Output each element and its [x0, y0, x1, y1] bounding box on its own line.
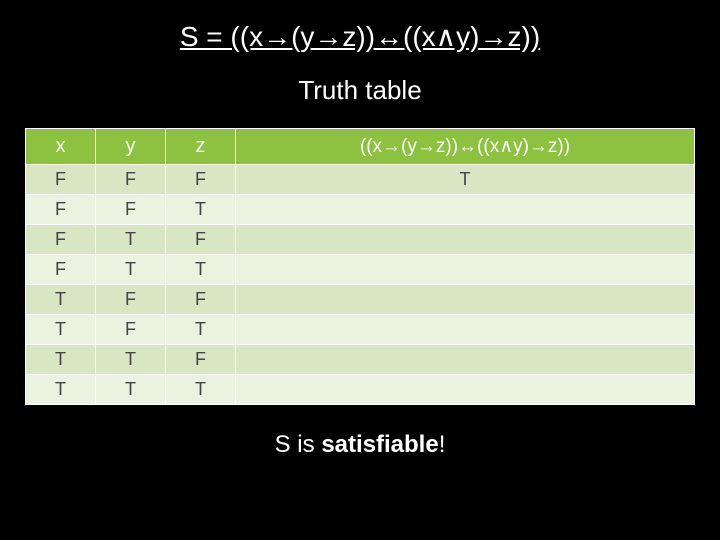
cell: T	[166, 375, 236, 405]
cell: F	[96, 315, 166, 345]
table-row: F F F T	[26, 165, 695, 195]
cell: F	[166, 345, 236, 375]
cell	[236, 315, 695, 345]
cell: F	[26, 195, 96, 225]
cell: F	[166, 165, 236, 195]
table-row: F F T	[26, 195, 695, 225]
cell: F	[166, 285, 236, 315]
cell: T	[26, 285, 96, 315]
cell	[236, 225, 695, 255]
cell: F	[96, 165, 166, 195]
cell	[236, 255, 695, 285]
cell	[236, 345, 695, 375]
conclusion-prefix: S is	[275, 431, 322, 458]
slide-container: S = ((x→(y→z))↔((x∧y)→z)) Truth table x …	[0, 0, 720, 540]
cell	[236, 375, 695, 405]
cell: T	[236, 165, 695, 195]
cell: F	[166, 225, 236, 255]
cell	[236, 195, 695, 225]
conclusion-bold: satisfiable	[321, 431, 438, 458]
cell: T	[166, 255, 236, 285]
col-header-formula: ((x→(y→z))↔((x∧y)→z))	[236, 129, 695, 165]
cell: F	[96, 195, 166, 225]
col-header-y: y	[96, 129, 166, 165]
cell: T	[96, 255, 166, 285]
table-row: T T T	[26, 375, 695, 405]
subtitle: Truth table	[25, 75, 695, 106]
col-header-x: x	[26, 129, 96, 165]
cell: T	[96, 225, 166, 255]
table-row: F T F	[26, 225, 695, 255]
cell: F	[26, 165, 96, 195]
table-row: F T T	[26, 255, 695, 285]
cell	[236, 285, 695, 315]
cell: T	[26, 345, 96, 375]
table-row: T F T	[26, 315, 695, 345]
truth-table: x y z ((x→(y→z))↔((x∧y)→z)) F F F T F F …	[25, 128, 695, 405]
cell: F	[26, 225, 96, 255]
cell: T	[166, 195, 236, 225]
conclusion-suffix: !	[439, 431, 446, 458]
table-header-row: x y z ((x→(y→z))↔((x∧y)→z))	[26, 129, 695, 165]
cell: F	[26, 255, 96, 285]
col-header-z: z	[166, 129, 236, 165]
table-row: T T F	[26, 345, 695, 375]
cell: T	[26, 375, 96, 405]
cell: T	[96, 375, 166, 405]
cell: T	[26, 315, 96, 345]
conclusion: S is satisfiable!	[25, 431, 695, 459]
cell: T	[166, 315, 236, 345]
formula-title: S = ((x→(y→z))↔((x∧y)→z))	[25, 20, 695, 53]
table-body: F F F T F F T F T F F T T	[26, 165, 695, 405]
table-row: T F F	[26, 285, 695, 315]
cell: T	[96, 345, 166, 375]
cell: F	[96, 285, 166, 315]
